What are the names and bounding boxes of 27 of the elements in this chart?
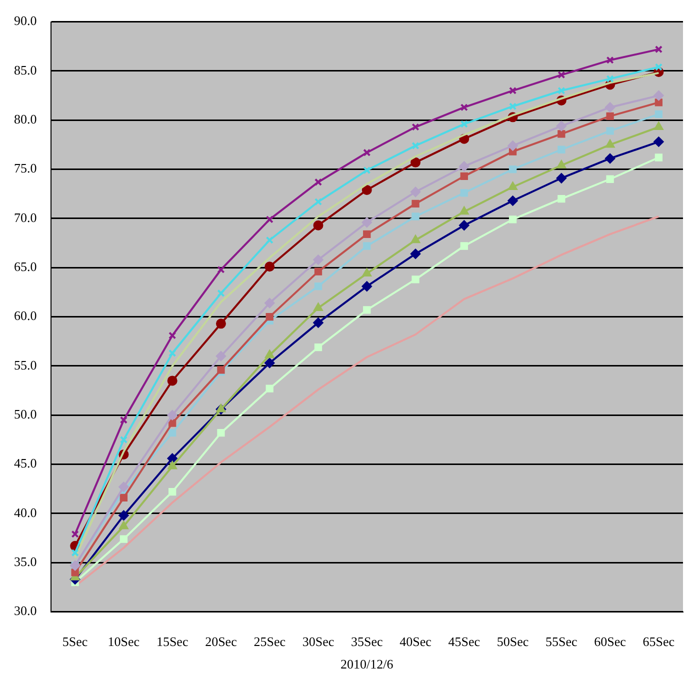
- x-tick-label: 5Sec: [62, 634, 88, 650]
- x-tick-label: 20Sec: [205, 634, 238, 650]
- y-tick-label: 45.0: [14, 456, 37, 471]
- y-tick-label: 30.0: [14, 603, 37, 618]
- x-tick-label: 55Sec: [546, 634, 578, 650]
- y-tick-label: 75.0: [14, 160, 37, 176]
- y-tick-label: 80.0: [14, 112, 37, 127]
- y-tick-label: 50.0: [14, 406, 37, 422]
- x-tick-label: 65Sec: [642, 634, 675, 650]
- x-tick-label: 45Sec: [448, 634, 480, 650]
- x-tick-label: 60Sec: [594, 634, 626, 650]
- x-tick-label: 10Sec: [108, 634, 140, 650]
- y-tick-label: 35.0: [14, 554, 37, 570]
- x-tick-label: 30Sec: [302, 634, 334, 650]
- x-tick-label: 25Sec: [254, 634, 286, 650]
- y-tick-label: 70.0: [14, 210, 37, 225]
- x-tick-label: 50Sec: [496, 634, 529, 650]
- y-tick-label: 90.0: [14, 13, 37, 28]
- y-tick-label: 65.0: [14, 259, 37, 274]
- y-tick-label: 55.0: [14, 357, 37, 372]
- y-tick-label: 85.0: [14, 62, 37, 78]
- x-tick-label: 40Sec: [400, 634, 432, 650]
- y-tick-label: 60.0: [14, 308, 37, 324]
- x-tick-label: 35Sec: [350, 634, 383, 650]
- x-tick-label: 15Sec: [156, 634, 188, 650]
- x-axis-title: 2010/12/6: [340, 656, 394, 672]
- y-tick-label: 40.0: [14, 504, 37, 520]
